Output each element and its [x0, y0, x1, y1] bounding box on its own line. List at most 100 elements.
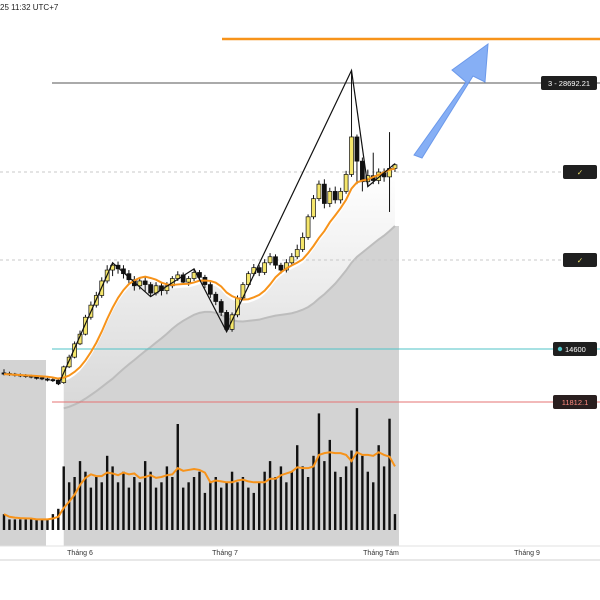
lower-shade	[63, 225, 399, 546]
volume-bar	[181, 487, 185, 530]
candle-up	[289, 256, 295, 264]
candle-down	[39, 377, 45, 380]
price-ma-line	[3, 167, 396, 380]
candle-down	[360, 160, 365, 183]
candle-down	[278, 264, 284, 271]
volume-bar	[154, 487, 158, 530]
candle-up	[246, 273, 251, 285]
volume-bar	[268, 461, 272, 530]
x-tick-label: Tháng 7	[212, 550, 238, 557]
candle-down	[224, 312, 229, 330]
volume-bar	[301, 466, 304, 530]
check-label-2: ✓	[577, 256, 583, 265]
volume-bar	[306, 477, 310, 530]
candle-down	[45, 378, 50, 381]
level-11812-label-box	[553, 395, 597, 409]
candle-up	[343, 174, 349, 192]
volume-bar	[62, 466, 65, 530]
resistance-price-label: 3 - 28692.21	[548, 79, 590, 88]
volume-bar	[236, 482, 239, 530]
candle-up	[137, 280, 143, 287]
volume-bar	[361, 455, 364, 530]
volume-bar	[176, 424, 179, 530]
volume-bar	[258, 482, 261, 530]
timestamp-label: 25 11:32 UTC+7	[0, 3, 59, 12]
x-tick-label: Tháng Tám	[363, 550, 399, 557]
volume-bar	[89, 487, 93, 530]
volume-bar	[138, 482, 141, 530]
volume-bar	[285, 482, 288, 530]
candle-down	[148, 284, 153, 294]
volume-bar	[46, 519, 49, 530]
volume-bar	[214, 477, 217, 530]
volume-bar	[263, 471, 266, 530]
candle-up	[338, 191, 344, 201]
candle-down	[256, 267, 262, 273]
zigzag-line	[57, 68, 396, 386]
volume-bar	[220, 487, 223, 530]
candle-up	[349, 136, 354, 175]
volume-bar	[328, 439, 331, 530]
volume-bar	[8, 519, 11, 530]
volume-bar	[67, 482, 71, 530]
volume-bar	[344, 466, 348, 530]
volume-bar	[339, 477, 342, 530]
level-14600-label: 14600	[565, 345, 586, 354]
volume-bar	[95, 477, 98, 530]
level-14600-label-dot	[557, 346, 563, 352]
candle-up	[316, 183, 322, 200]
volume-bar	[100, 482, 103, 530]
volume-bar	[225, 482, 228, 530]
check-label-1-box	[563, 165, 597, 179]
volume-bar	[133, 477, 136, 530]
volume-bar	[2, 514, 6, 530]
volume-bar	[372, 482, 375, 530]
candle-up	[83, 316, 88, 335]
volume-bar	[78, 461, 82, 530]
volume-bar	[149, 471, 152, 530]
candle-down	[332, 191, 338, 201]
volume-ma-line	[3, 450, 396, 521]
check-label-1: ✓	[577, 168, 583, 177]
candle-down	[322, 183, 327, 204]
volume-bar	[29, 519, 33, 530]
volume-bar	[105, 455, 109, 530]
candle-up	[77, 333, 83, 345]
candle-up	[61, 366, 67, 383]
projection-arrow	[413, 42, 489, 159]
volume-bar	[40, 519, 44, 530]
volume-bar	[317, 413, 321, 530]
volume-bar	[382, 466, 386, 530]
x-tick-label: Tháng 9	[514, 550, 540, 557]
volume-bar	[230, 471, 234, 530]
volume-bar	[350, 450, 353, 530]
candle-up	[392, 164, 398, 169]
candle-down	[142, 280, 148, 285]
volume-bar	[171, 477, 174, 530]
candle-down	[273, 256, 278, 266]
candle-up	[305, 216, 311, 238]
volume-bar	[111, 466, 114, 530]
volume-bar	[334, 471, 337, 530]
candle-up	[267, 256, 273, 264]
candle-up	[311, 198, 316, 218]
candle-up	[294, 249, 300, 258]
candle-down	[207, 284, 213, 295]
candle-down	[213, 293, 219, 302]
volume-bar	[323, 461, 326, 530]
candle-down	[50, 379, 56, 382]
candle-up	[175, 274, 181, 279]
volume-bar	[165, 466, 169, 530]
volume-bar	[209, 482, 212, 530]
volume-bar	[198, 471, 201, 530]
volume-bar	[247, 487, 250, 530]
volume-bar	[290, 471, 293, 530]
volume-bar	[366, 471, 370, 530]
x-tick-label: Tháng 6	[67, 550, 93, 557]
volume-bar	[13, 519, 17, 530]
volume-bar	[393, 514, 397, 530]
level-14600-label-box	[553, 342, 597, 356]
check-label-2-box	[563, 253, 597, 267]
candle-down	[218, 301, 224, 313]
volume-bar	[203, 492, 207, 530]
